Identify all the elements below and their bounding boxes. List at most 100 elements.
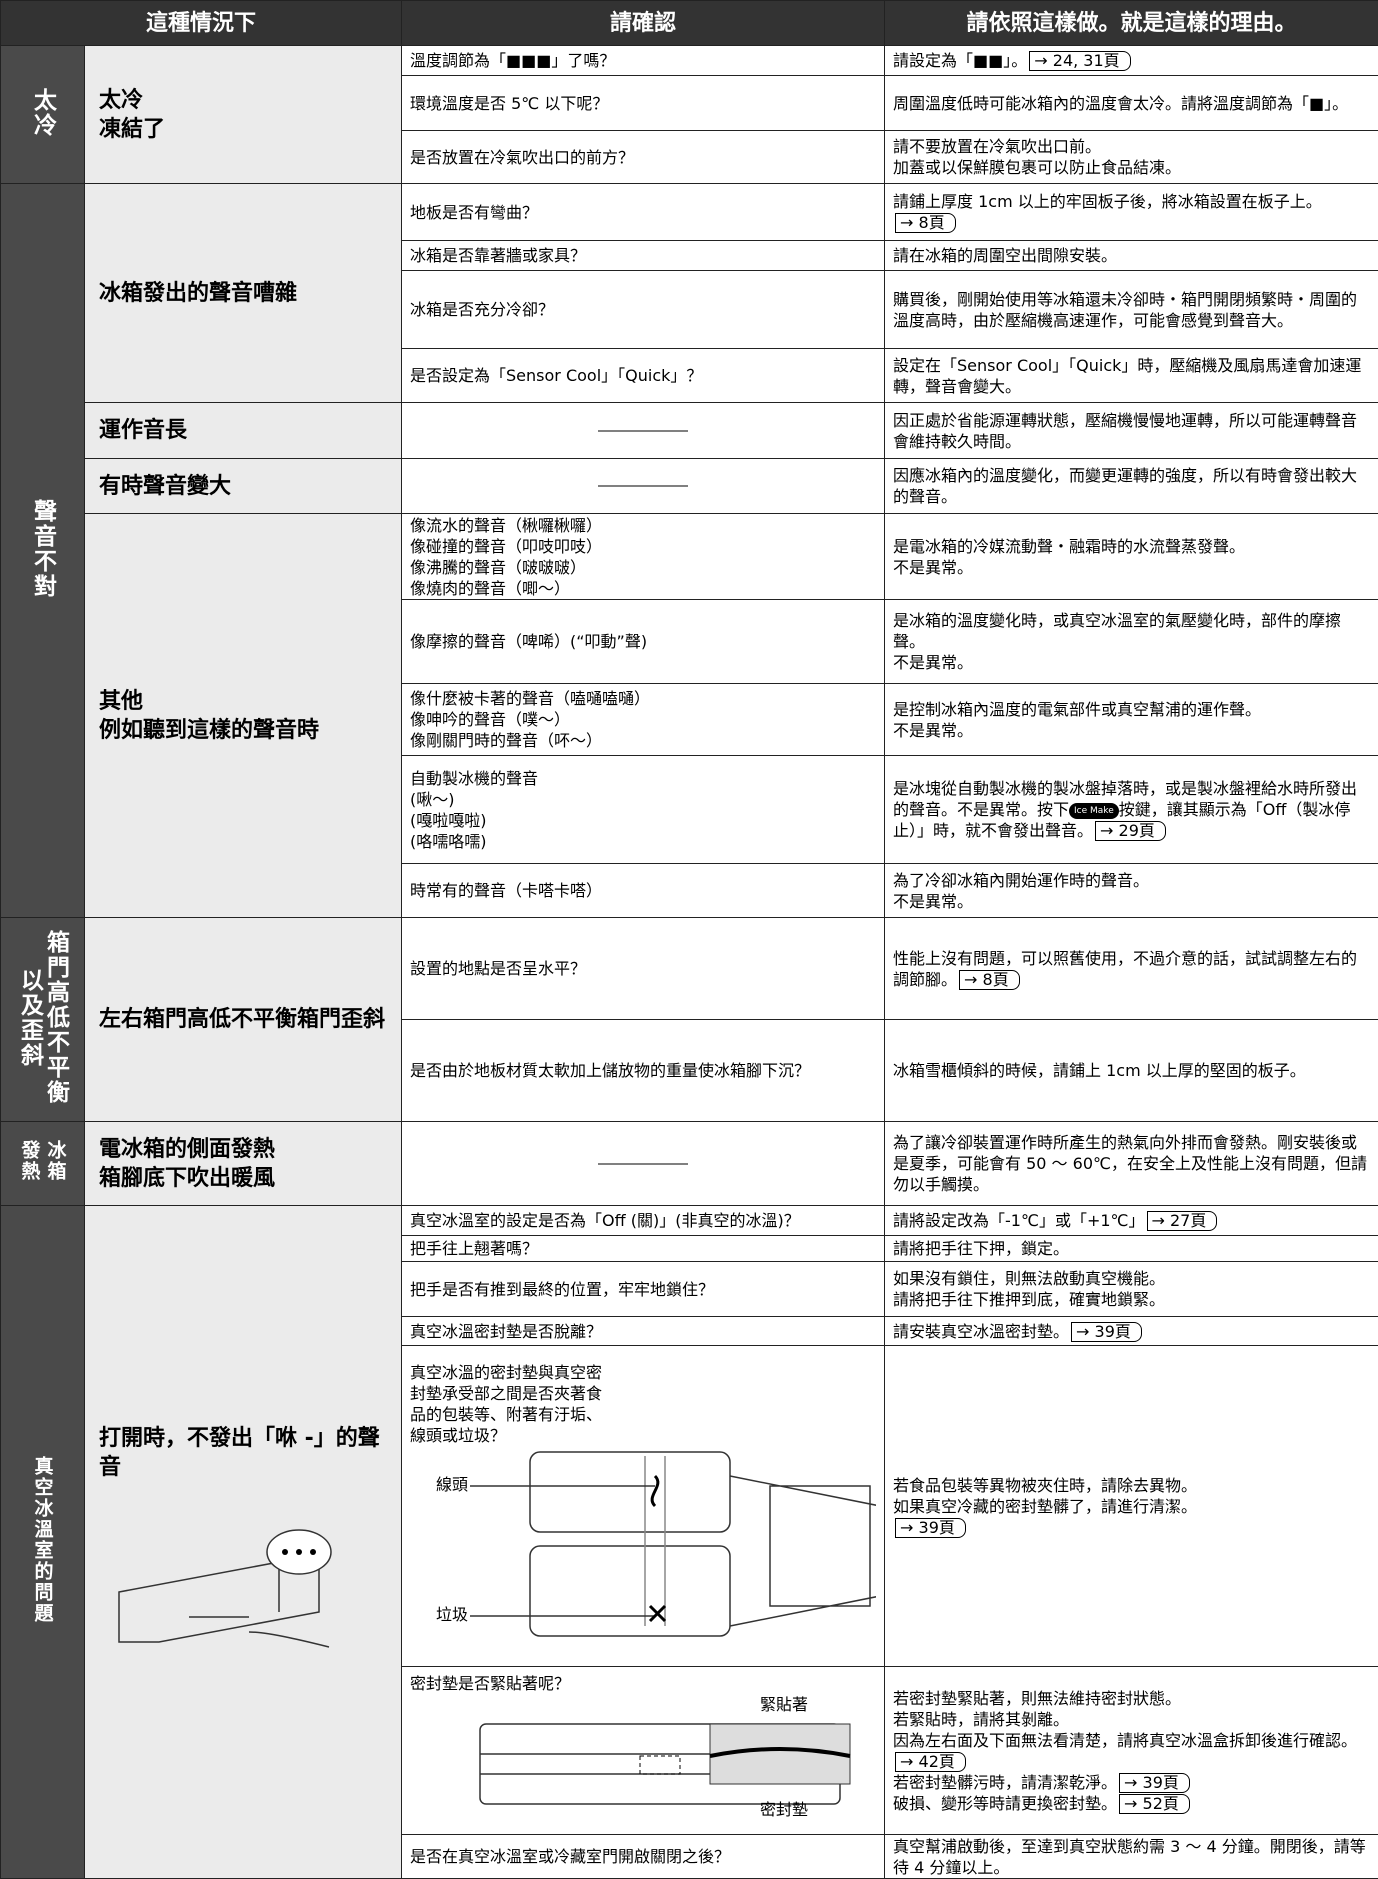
action-text: 真空幫浦啟動後，至達到真空狀態約需 3 ～ 4 分鐘。開閉後，請等待 4 分鐘以… — [893, 1837, 1366, 1877]
group-label: 聲音不對 — [30, 499, 56, 599]
action-cell: 購買後，剛開始使用等冰箱還未冷卻時・箱門開閉頻繁時・周圍的溫度高時，由於壓縮機高… — [885, 271, 1378, 349]
situation-label: 其他 例如聽到這樣的聲音時 — [99, 687, 393, 745]
situation-cell: 其他 例如聽到這樣的聲音時 — [85, 514, 402, 918]
table-row: 其他 例如聽到這樣的聲音時像流水的聲音（楸囉楸囉） 像碰撞的聲音（叩吱叩吱） 像… — [1, 514, 1378, 600]
situation-cell: 太冷 凍結了 — [85, 46, 402, 184]
check-text: 環境溫度是否 5℃ 以下呢？ — [410, 93, 876, 114]
check-text: 像什麼被卡著的聲音（嗑嗵嗑嗵） 像呻吟的聲音（噗～） 像剛關門時的聲音（吥～） — [410, 688, 876, 751]
check-text: 把手往上翹著嗎？ — [410, 1238, 876, 1259]
check-cell: 像摩擦的聲音（啤唏）(“叩動”聲) — [402, 600, 885, 684]
check-cell: 環境溫度是否 5℃ 以下呢？ — [402, 76, 885, 131]
check-cell: 把手是否有推到最終的位置，牢牢地鎖住？ — [402, 1262, 885, 1317]
figure-part — [119, 1562, 319, 1642]
table-row: 有時聲音變大因應冰箱內的溫度變化，而變更運轉的強度，所以有時會發出較大的聲音。 — [1, 459, 1378, 514]
situation-cell: 運作音長 — [85, 403, 402, 459]
check-cell: 自動製冰機的聲音 (啾～) (嘎啦嘎啦) (咯嚅咯嚅) — [402, 756, 885, 864]
action-cell: 因應冰箱內的溫度變化，而變更運轉的強度，所以有時會發出較大的聲音。 — [885, 459, 1378, 514]
action-text: 冰箱雪櫃傾斜的時候，請鋪上 1cm 以上厚的堅固的板子。 — [893, 1061, 1306, 1080]
action-text: 請在冰箱的周圍空出間隙安裝。 — [893, 246, 1117, 265]
check-text: 冰箱是否充分冷卻？ — [410, 299, 876, 320]
page-ref: → 39頁 — [1071, 1322, 1142, 1342]
check-cell — [402, 1122, 885, 1206]
illustration — [410, 1446, 876, 1646]
figure — [99, 1522, 393, 1660]
action-cell: 設定在「Sensor Cool」「Quick」時，壓縮機及風扇馬達會加速運轉，聲… — [885, 349, 1378, 403]
action-cell: 是電冰箱的冷媒流動聲・融霜時的水流聲蒸發聲。 不是異常。 — [885, 514, 1378, 600]
figure-part — [530, 1546, 730, 1636]
action-text: 是冰箱的溫度變化時，或真空冰溫室的氣壓變化時，部件的摩擦聲。 不是異常。 — [893, 611, 1341, 672]
situation-label: 電冰箱的側面發熱 箱腳底下吹出暖風 — [99, 1135, 393, 1193]
action-cell: 請設定為「■■」。→ 24, 31頁 — [885, 46, 1378, 76]
action-text: 設定在「Sensor Cool」「Quick」時，壓縮機及風扇馬達會加速運轉，聲… — [893, 356, 1361, 396]
action-cell: 如果沒有鎖住，則無法啟動真空機能。 請將把手往下推押到底，確實地鎖緊。 — [885, 1262, 1378, 1317]
page-ref: → 8頁 — [895, 213, 956, 233]
situation-cell: 打開時，不發出「咻 -」的聲音 — [85, 1206, 402, 1879]
action-text: 是電冰箱的冷媒流動聲・融霜時的水流聲蒸發聲。 不是異常。 — [893, 537, 1245, 577]
situation-label: 左右箱門高低不平衡箱門歪斜 — [99, 1005, 393, 1034]
action-cell: 請將設定改為「-1℃」或「+1℃」→ 27頁 — [885, 1206, 1378, 1236]
figure: 緊貼著密封墊 — [410, 1694, 876, 1829]
action-cell: 請在冰箱的周圍空出間隙安裝。 — [885, 241, 1378, 271]
table-row: 聲音不對冰箱發出的聲音嘈雜地板是否有彎曲？請鋪上厚度 1cm 以上的牢固板子後，… — [1, 184, 1378, 241]
check-text: 是否在真空冰溫室或冷藏室門開啟關閉之後？ — [410, 1846, 876, 1867]
situation-cell: 左右箱門高低不平衡箱門歪斜 — [85, 918, 402, 1122]
action-cell: 請鋪上厚度 1cm 以上的牢固板子後，將冰箱設置在板子上。 → 8頁 — [885, 184, 1378, 241]
header-cell: 請確認 — [402, 1, 885, 46]
action-text: 請將設定改為「-1℃」或「+1℃」 — [893, 1211, 1144, 1230]
situation-label: 打開時，不發出「咻 -」的聲音 — [99, 1424, 393, 1482]
check-cell: 真空冰溫密封墊是否脫離？ — [402, 1317, 885, 1346]
action-cell: 請不要放置在冷氣吹出口前。 加蓋或以保鮮膜包裹可以防止食品結凍。 — [885, 131, 1378, 184]
dot — [296, 1549, 302, 1555]
page-ref: → 42頁 — [895, 1752, 966, 1772]
action-cell: 若食品包裝等異物被夾住時，請除去異物。 如果真空冷藏的密封墊髒了，請進行清潔。 … — [885, 1346, 1378, 1667]
action-text: 請鋪上厚度 1cm 以上的牢固板子後，將冰箱設置在板子上。 — [893, 192, 1322, 211]
action-cell: 請安裝真空冰溫密封墊。→ 39頁 — [885, 1317, 1378, 1346]
action-cell: 因正處於省能源運轉狀態，壓縮機慢慢地運轉，所以可能運轉聲音會維持較久時間。 — [885, 403, 1378, 459]
check-cell: 是否由於地板材質太軟加上儲放物的重量使冰箱腳下沉？ — [402, 1020, 885, 1122]
check-text: 溫度調節為「■■■」了嗎？ — [410, 50, 876, 71]
check-text: 設置的地點是否呈水平？ — [410, 958, 876, 979]
page-ref: → 39頁 — [1119, 1773, 1190, 1793]
header-row: 這種情況下 請確認 請依照這樣做。就是這樣的理由。 — [1, 1, 1378, 46]
table-body: 太冷太冷 凍結了溫度調節為「■■■」了嗎？請設定為「■■」。→ 24, 31頁環… — [1, 46, 1378, 1879]
figure-part — [730, 1476, 876, 1626]
check-cell: 時常有的聲音（卡嗒卡嗒） — [402, 864, 885, 918]
check-text: 冰箱是否靠著牆或家具？ — [410, 245, 876, 266]
check-cell: 地板是否有彎曲？ — [402, 184, 885, 241]
figure-label: 線頭 — [436, 1474, 468, 1495]
empty-dash — [598, 429, 688, 433]
page-ref: → 39頁 — [895, 1518, 966, 1538]
action-text: 因正處於省能源運轉狀態，壓縮機慢慢地運轉，所以可能運轉聲音會維持較久時間。 — [893, 411, 1357, 451]
check-text: 真空冰溫密封墊是否脫離？ — [410, 1321, 876, 1342]
situation-label: 運作音長 — [99, 416, 393, 445]
action-cell: 為了讓冷卻裝置運作時所產生的熱氣向外排而會發熱。剛安裝後或是夏季，可能會有 50… — [885, 1122, 1378, 1206]
check-text: 像摩擦的聲音（啤唏）(“叩動”聲) — [410, 631, 876, 652]
situation-cell: 冰箱發出的聲音嘈雜 — [85, 184, 402, 403]
action-text: 因應冰箱內的溫度變化，而變更運轉的強度，所以有時會發出較大的聲音。 — [893, 466, 1357, 506]
action-text: 請安裝真空冰溫密封墊。 — [893, 1322, 1069, 1341]
check-cell: 真空冰溫室的設定是否為「Off (關)」(非真空的冰溫)？ — [402, 1206, 885, 1236]
check-cell — [402, 403, 885, 459]
check-text: 是否放置在冷氣吹出口的前方？ — [410, 147, 876, 168]
page-ref: → 52頁 — [1119, 1794, 1190, 1814]
action-cell: 真空幫浦啟動後，至達到真空狀態約需 3 ～ 4 分鐘。開閉後，請等待 4 分鐘以… — [885, 1835, 1378, 1879]
group-cell: 冰箱 發熱 — [1, 1122, 85, 1206]
action-text: 若密封墊緊貼著，則無法維持密封狀態。 若緊貼時，請將其剝離。 因為左右面及下面無… — [893, 1689, 1357, 1750]
check-cell: 像什麼被卡著的聲音（嗑嗵嗑嗵） 像呻吟的聲音（噗～） 像剛關門時的聲音（吥～） — [402, 684, 885, 756]
action-text: 若密封墊髒污時，請清潔乾淨。 — [893, 1773, 1117, 1792]
situation-label: 冰箱發出的聲音嘈雜 — [99, 279, 393, 308]
action-text: 若食品包裝等異物被夾住時，請除去異物。 如果真空冷藏的密封墊髒了，請進行清潔。 — [893, 1476, 1197, 1516]
dot — [282, 1549, 288, 1555]
check-cell: 把手往上翹著嗎？ — [402, 1236, 885, 1262]
figure-label: 緊貼著 — [760, 1694, 808, 1715]
check-cell: 冰箱是否充分冷卻？ — [402, 271, 885, 349]
group-label: 箱門高低不平衡 以及歪斜 — [17, 930, 69, 1105]
action-text: 破損、變形等時請更換密封墊。 — [893, 1794, 1117, 1813]
page-ref: → 24, 31頁 — [1029, 51, 1130, 71]
check-text: 是否設定為「Sensor Cool」「Quick」？ — [410, 365, 876, 386]
check-cell: 密封墊是否緊貼著呢？緊貼著密封墊 — [402, 1667, 885, 1835]
check-cell: 真空冰溫的密封墊與真空密 封墊承受部之間是否夾著食 品的包裝等、附著有汙垢、 線… — [402, 1346, 885, 1667]
spacer — [99, 1482, 393, 1522]
empty-dash — [598, 1162, 688, 1166]
